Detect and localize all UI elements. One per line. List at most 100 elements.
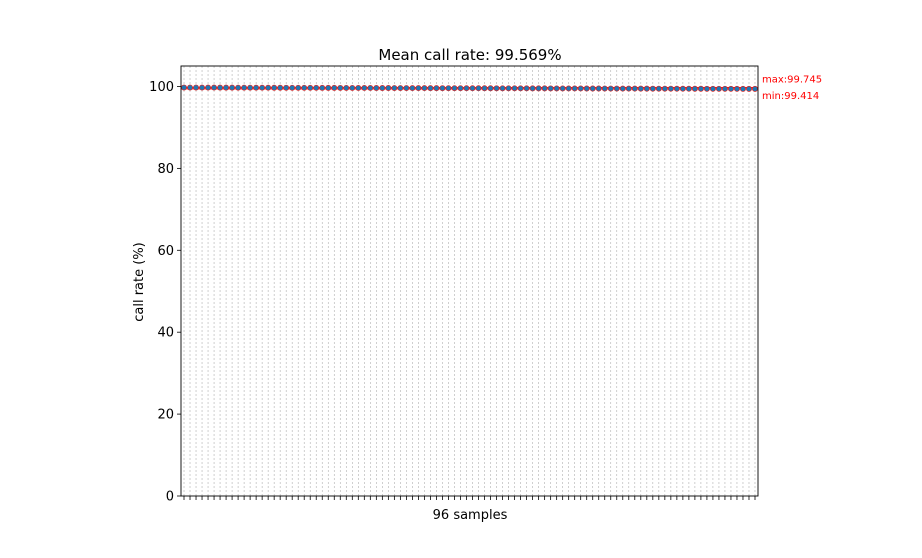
data-point <box>661 85 668 92</box>
data-point <box>571 85 578 92</box>
data-point <box>685 85 692 92</box>
data-point <box>355 84 362 91</box>
data-point <box>205 84 211 91</box>
data-point <box>643 85 650 92</box>
data-point <box>559 85 566 92</box>
data-point <box>385 85 392 91</box>
y-tick-label: 60 <box>157 244 174 259</box>
data-point <box>313 84 320 91</box>
data-point <box>331 84 338 91</box>
data-point <box>337 84 344 91</box>
data-point <box>301 84 308 91</box>
data-point <box>517 85 524 92</box>
data-point <box>703 85 710 92</box>
data-point <box>211 84 218 91</box>
data-point <box>265 84 272 91</box>
data-point <box>199 84 205 91</box>
data-point <box>283 84 290 91</box>
data-point <box>493 85 500 92</box>
data-point <box>391 85 398 91</box>
y-tick-label: 80 <box>157 162 174 177</box>
data-point <box>547 85 554 92</box>
data-point <box>475 85 482 92</box>
data-point <box>229 84 236 91</box>
data-point <box>379 85 386 91</box>
data-point <box>247 84 254 91</box>
data-point <box>619 85 626 92</box>
data-point <box>421 85 428 92</box>
data-point <box>403 85 410 92</box>
data-point <box>734 85 740 92</box>
data-point <box>589 85 596 92</box>
data-point <box>583 85 590 92</box>
plot-area: 0 20 40 60 80 100 max:99.745 min:99.414 <box>149 65 822 505</box>
data-point <box>529 85 536 92</box>
data-point <box>367 85 374 91</box>
data-point <box>451 85 458 92</box>
data-point <box>253 84 260 91</box>
data-point <box>631 85 638 92</box>
y-tick-label: 20 <box>157 408 174 423</box>
data-point <box>667 85 674 92</box>
data-point <box>307 84 314 91</box>
data-point <box>415 85 422 92</box>
data-point <box>427 85 434 92</box>
data-point <box>289 84 296 91</box>
data-point <box>373 85 380 91</box>
data-point <box>746 85 752 92</box>
data-point <box>673 85 680 92</box>
reference-label: max:99.745 <box>762 75 822 86</box>
data-point <box>541 85 548 92</box>
data-point <box>697 85 704 92</box>
data-point <box>752 85 758 92</box>
data-point <box>469 85 476 92</box>
data-point <box>505 85 512 92</box>
data-point <box>271 84 278 91</box>
data-point <box>499 85 506 92</box>
data-point <box>595 85 602 92</box>
data-point <box>241 84 248 91</box>
data-point <box>277 84 284 91</box>
data-point <box>325 84 332 91</box>
data-point <box>223 84 230 91</box>
data-point <box>721 85 728 92</box>
data-point <box>565 85 572 92</box>
y-axis-label: call rate (%) <box>132 242 147 322</box>
data-point <box>577 85 584 92</box>
data-point <box>409 85 416 92</box>
data-point <box>523 85 530 92</box>
data-point <box>535 85 542 92</box>
data-point <box>625 85 632 92</box>
y-tick-label: 40 <box>157 326 174 341</box>
axes-frame <box>180 65 759 497</box>
data-point <box>637 85 644 92</box>
data-point <box>481 85 488 92</box>
data-point <box>691 85 698 92</box>
data-point <box>463 85 470 92</box>
data-point <box>295 84 302 91</box>
data-point <box>679 85 686 92</box>
data-point <box>193 84 199 91</box>
data-point <box>217 84 224 91</box>
y-tick-label: 0 <box>166 490 174 505</box>
data-point <box>655 85 662 92</box>
data-point <box>715 85 722 92</box>
data-point <box>553 85 560 92</box>
reference-label: min:99.414 <box>762 91 819 102</box>
data-point <box>433 85 440 92</box>
data-point <box>181 84 187 91</box>
data-point <box>709 85 716 92</box>
data-point <box>740 85 746 92</box>
data-point <box>649 85 656 92</box>
data-point <box>349 84 356 91</box>
chart-title: Mean call rate: 99.569% <box>378 46 561 64</box>
x-axis-label: 96 samples <box>433 508 508 523</box>
data-point <box>457 85 464 92</box>
data-point <box>445 85 452 92</box>
data-point <box>487 85 494 92</box>
data-point <box>187 84 193 91</box>
data-point <box>397 85 404 91</box>
data-point <box>607 85 614 92</box>
